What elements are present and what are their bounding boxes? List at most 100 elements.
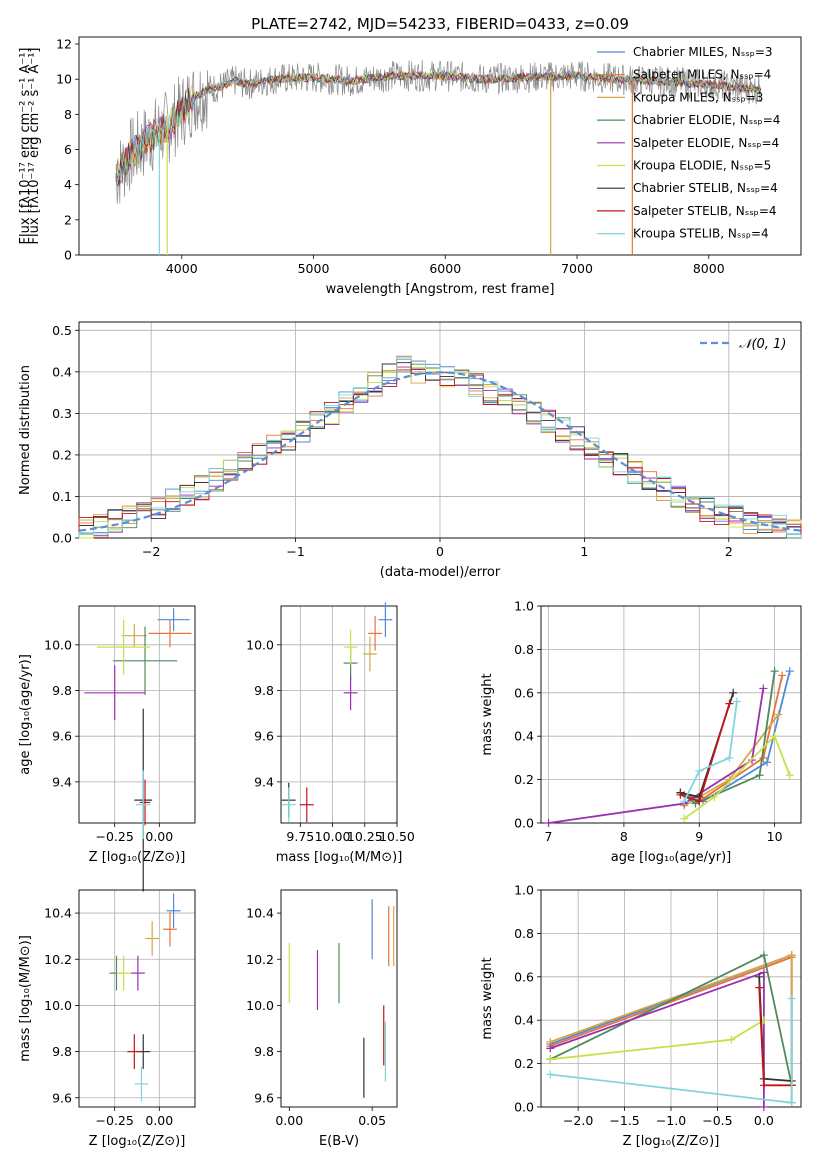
y-tick-label: 0.4 — [514, 729, 534, 744]
massweight-marker — [787, 951, 796, 960]
x-tick-label: 9.75 — [286, 829, 314, 844]
massweight-marker — [785, 771, 794, 780]
x-tick-label: −1.0 — [656, 1113, 686, 1128]
y-tick-label: 10.0 — [246, 637, 274, 652]
spectrum-model-line-7 — [115, 71, 761, 187]
axes-frame — [78, 605, 196, 824]
legend-label-0: Chabrier MILES, Nₛₛₚ=3 — [633, 45, 773, 59]
y-tick-label: 0.1 — [52, 489, 72, 504]
massweight-marker — [544, 819, 553, 827]
y-tick-label: 9.8 — [52, 1044, 72, 1059]
y-tick-label: 0.2 — [52, 447, 72, 462]
spectrum-model-line-8 — [115, 70, 762, 190]
massweight-line-8 — [683, 701, 738, 802]
axes-frame — [280, 605, 398, 824]
x-tick-label: 0.05 — [358, 1113, 386, 1128]
y-tick-label: 9.8 — [254, 683, 274, 698]
y-tick-label: 0.3 — [52, 406, 72, 421]
massweight-marker — [727, 1035, 736, 1044]
panels: 4000 5000 6000 7000 8000024681012wavelength … — [18, 37, 802, 1149]
x-axis-label: age [log₁₀(age/yr)] — [611, 850, 732, 865]
y-tick-label: 2 — [64, 212, 72, 227]
massweight-marker — [755, 983, 764, 992]
legend-label-6: Chabrier STELIB, Nₛₛₚ=4 — [633, 181, 778, 195]
y-tick-label: 0.8 — [514, 642, 534, 657]
massweight-marker — [770, 667, 779, 676]
y-tick-label: 10.4 — [44, 906, 72, 921]
x-axis-label: mass [log₁₀(M/M⊙)] — [276, 850, 403, 865]
x-tick-label: −0.25 — [96, 1113, 134, 1128]
massweight-marker — [759, 951, 768, 960]
massweight-marker — [759, 968, 768, 977]
massweight-marker — [546, 1055, 555, 1064]
legend-label-3: Chabrier ELODIE, Nₛₛₚ=4 — [633, 113, 780, 127]
y-tick-label: 9.6 — [52, 729, 72, 744]
x-tick-label: 0 — [436, 544, 444, 559]
y-tick-label: 0.2 — [514, 772, 534, 787]
legend-label-5: Kroupa ELODIE, Nₛₛₚ=5 — [633, 159, 771, 173]
x-tick-label: 8 — [620, 829, 628, 844]
y-tick-label: 10.0 — [246, 998, 274, 1013]
massweight-marker — [710, 792, 719, 801]
y-axis-label: mass [log₁₀(M/M⊙)] — [18, 935, 33, 1062]
massweight-marker — [695, 797, 704, 806]
massweight-marker — [695, 766, 704, 775]
x-tick-label: −1.5 — [609, 1113, 639, 1128]
massweight-marker — [680, 814, 689, 823]
y-tick-label: 4 — [64, 177, 72, 192]
massweight-marker — [676, 790, 685, 799]
x-tick-label: 2 — [725, 544, 733, 559]
panel-massweight-vs-age: 7 8 9 10 0.0 0.2 0.4 0.6 0.8 1.0 age [log₁₀(age/yr… — [480, 599, 802, 865]
massweight-marker — [755, 972, 764, 981]
axes-frame — [78, 889, 196, 1108]
y-tick-label: 9.6 — [254, 1090, 274, 1105]
x-tick-label: −1 — [286, 544, 304, 559]
x-axis-label: (data-model)/error — [380, 565, 501, 580]
x-axis-label: wavelength [Angstrom, rest frame] — [326, 282, 555, 297]
legend-label-4: Salpeter ELODIE, Nₛₛₚ=4 — [633, 136, 779, 150]
massweight-marker — [759, 684, 768, 693]
y-tick-label: 9.6 — [254, 729, 274, 744]
panel-spectrum: 4000 5000 6000 7000 8000 0 2 4 6 8 10 12 wavelength … — [18, 37, 802, 297]
y-tick-label: 0.2 — [514, 1056, 534, 1071]
x-axis-label: E(B-V) — [319, 1134, 359, 1149]
x-tick-label: −2 — [142, 544, 160, 559]
y-tick-label: 0.0 — [514, 1100, 534, 1115]
x-axis-label: Z [log₁₀(Z/Z⊙)] — [623, 1134, 720, 1149]
y-tick-label: 0.0 — [52, 531, 72, 546]
spectrum-ylabel-render: Flux [fλ10⁻¹⁷ erg cm⁻² s⁻¹ A⁻¹] — [27, 48, 42, 245]
x-tick-label: 10.25 — [347, 829, 383, 844]
massweight-marker — [755, 771, 764, 780]
massweight-marker — [729, 688, 738, 697]
x-tick-label: 0.00 — [145, 829, 173, 844]
normal-legend-label: 𝒩(0, 1) — [739, 337, 786, 352]
legend-label-8: Kroupa STELIB, Nₛₛₚ=4 — [633, 227, 769, 241]
y-tick-label: 12 — [56, 37, 72, 52]
axes-frame — [540, 889, 802, 1108]
massweight-marker — [725, 699, 734, 708]
massweight-marker — [732, 697, 741, 706]
massweight-marker — [725, 753, 734, 762]
y-tick-label: 8 — [64, 107, 72, 122]
x-tick-label: 9 — [695, 829, 703, 844]
massweight-marker — [763, 758, 772, 767]
axes-frame — [280, 889, 398, 1108]
x-tick-label: 10.00 — [315, 829, 351, 844]
massweight-marker — [546, 1070, 555, 1079]
axes-frame — [540, 605, 802, 824]
x-tick-label: 0.00 — [145, 1113, 173, 1128]
x-tick-label: 7000 — [561, 261, 593, 276]
y-tick-label: 0.8 — [514, 926, 534, 941]
y-tick-label: 0 — [64, 248, 72, 263]
y-axis-label: mass weight — [480, 957, 495, 1039]
x-tick-label: 5000 — [298, 261, 330, 276]
x-tick-label: 8000 — [693, 261, 725, 276]
y-tick-label: 9.4 — [254, 774, 274, 789]
massweight-line-5 — [683, 734, 791, 820]
massweight-line-2 — [683, 713, 780, 807]
x-tick-label: −0.5 — [702, 1113, 732, 1128]
x-tick-label: −0.25 — [96, 829, 134, 844]
x-tick-label: 10 — [767, 829, 783, 844]
